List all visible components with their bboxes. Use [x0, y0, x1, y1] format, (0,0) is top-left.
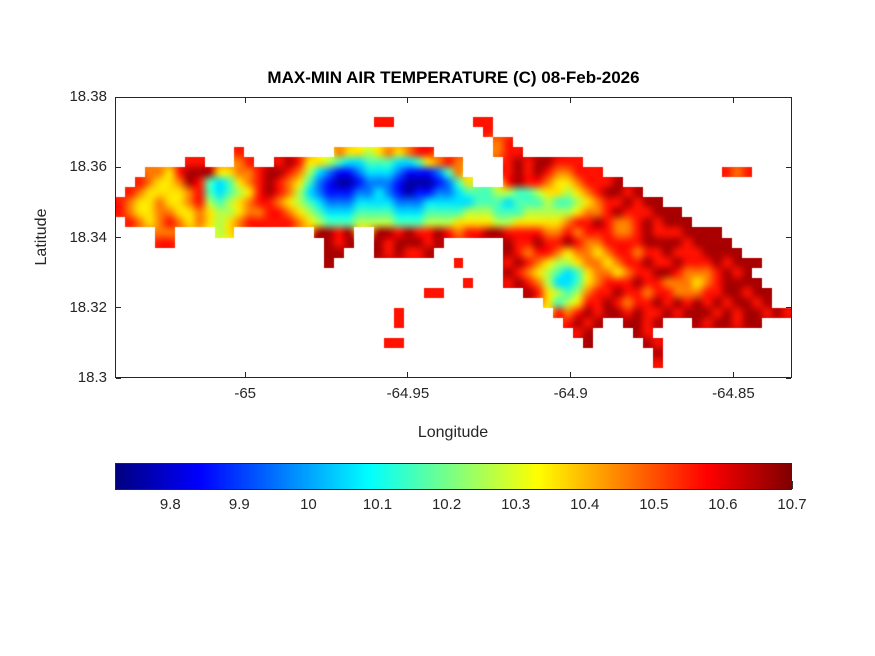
colorbar-tick-label: 10.4	[570, 496, 600, 513]
y-tick-label: 18.32	[69, 298, 107, 316]
y-tick-mark	[116, 237, 121, 238]
x-tick-mark	[407, 372, 409, 377]
colorbar-box	[115, 463, 792, 490]
heatmap-canvas	[115, 97, 792, 378]
y-tick-mark-right	[786, 237, 791, 238]
x-tick-label: -64.9	[553, 385, 588, 402]
x-tick-mark	[244, 372, 246, 377]
colorbar-tick-label: 10	[300, 496, 317, 513]
colorbar-tick-label: 10.3	[501, 496, 531, 513]
plot-axes-box	[115, 97, 792, 378]
colorbar-tick-label: 10.1	[362, 496, 393, 513]
x-axis-label: Longitude	[417, 424, 489, 441]
y-tick-mark-right	[786, 307, 791, 309]
y-tick-label: 18.36	[69, 158, 107, 176]
x-tick-mark-top	[407, 98, 409, 103]
y-tick-mark	[116, 166, 121, 168]
x-tick-label: -65	[234, 385, 257, 402]
colorbar-tick-label: 10.6	[708, 496, 738, 513]
x-tick-mark-top	[570, 98, 572, 103]
y-tick-label: 18.38	[69, 88, 107, 105]
x-tick-label: -64.85	[712, 385, 755, 402]
colorbar-gradient	[115, 463, 792, 490]
colorbar-tick-label: 10.5	[639, 496, 669, 513]
y-tick-mark-right	[786, 166, 791, 168]
colorbar-tick-label: 10.2	[431, 496, 462, 513]
y-axis-label: Latitude	[33, 208, 50, 266]
colorbar-tick-mark	[791, 481, 793, 489]
y-tick-label: 18.3	[77, 369, 107, 386]
y-tick-label: 18.34	[69, 228, 107, 246]
x-tick-mark-top	[732, 98, 734, 103]
x-tick-mark	[732, 372, 734, 377]
y-tick-mark	[116, 96, 121, 98]
y-tick-mark	[116, 307, 121, 309]
colorbar-tick-label: 10.7	[777, 496, 807, 513]
x-tick-label: -64.95	[386, 385, 430, 402]
y-tick-mark-right	[786, 96, 791, 98]
colorbar-tick-label: 9.9	[228, 496, 250, 513]
chart-title: MAX-MIN AIR TEMPERATURE (C) 08-Feb-2026	[267, 68, 640, 87]
x-tick-mark	[570, 372, 572, 377]
x-tick-mark-top	[244, 98, 246, 103]
y-tick-mark	[116, 377, 121, 379]
colorbar-tick-label: 9.8	[159, 496, 181, 513]
y-tick-mark-right	[786, 377, 791, 379]
